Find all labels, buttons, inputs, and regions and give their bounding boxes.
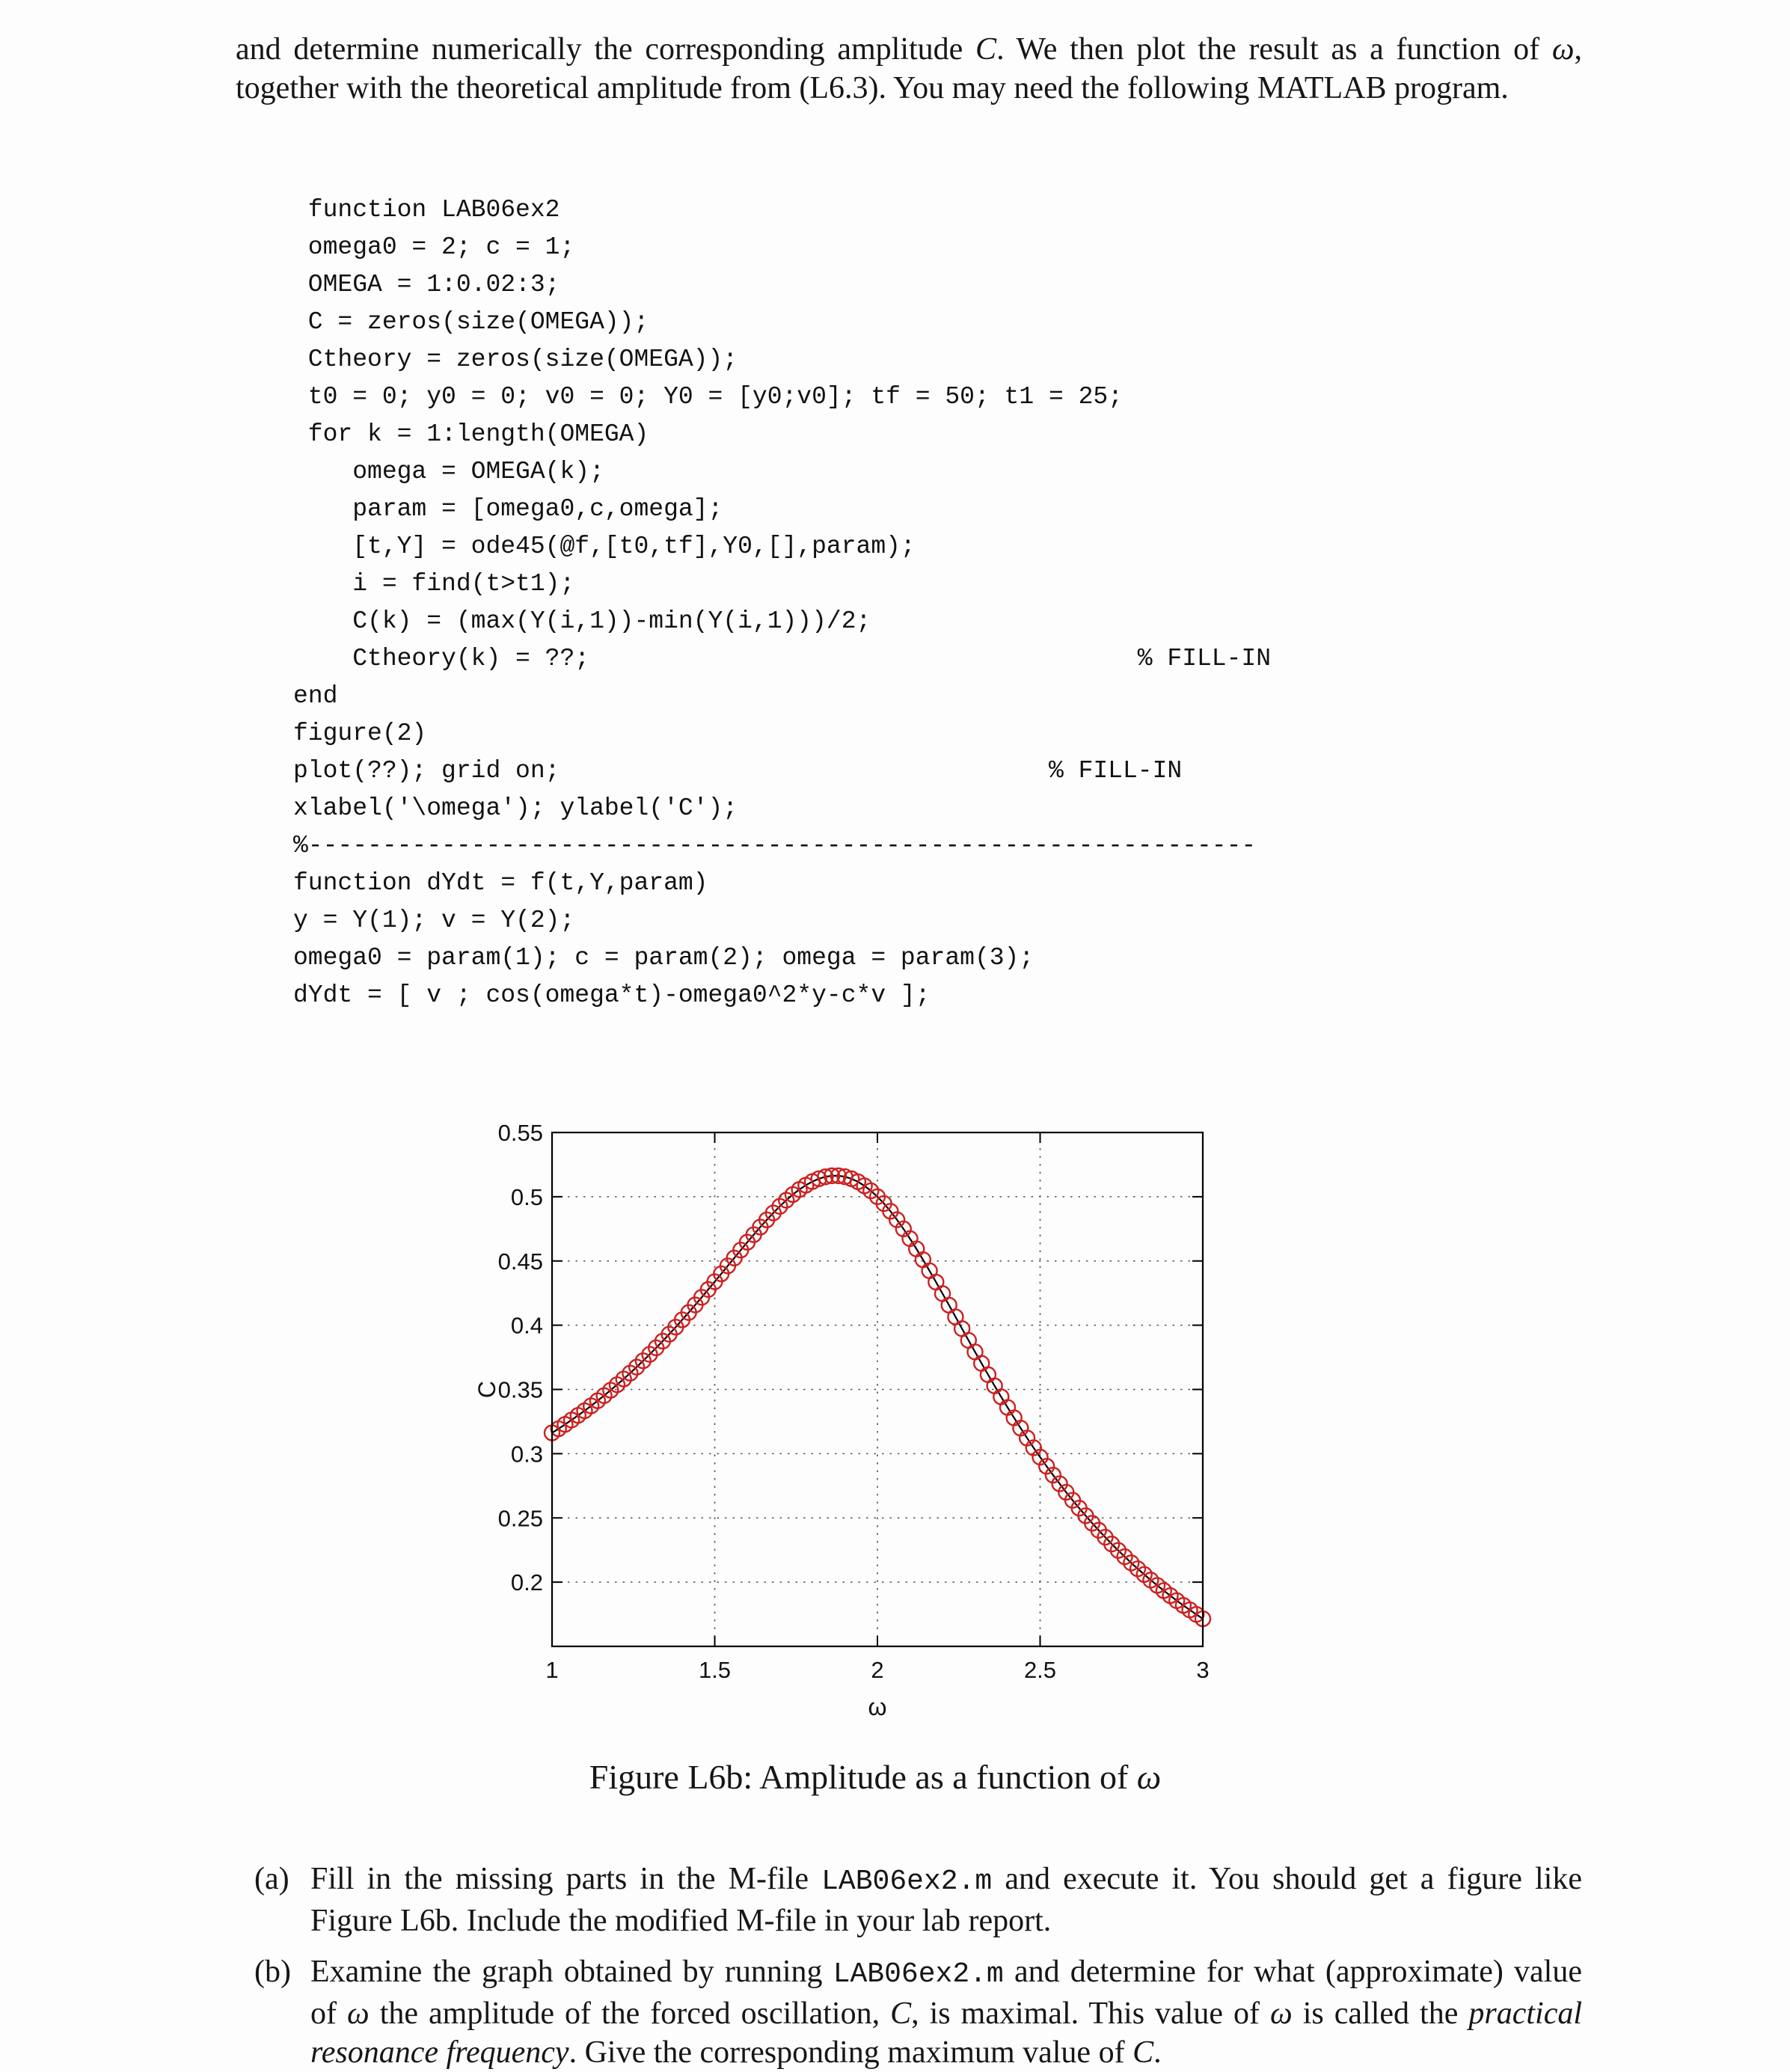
y-tick-label: 0.3 [511,1441,543,1467]
series-numerical-markers [543,1167,1212,1628]
text-segment: ω [1551,32,1575,67]
text-segment: . Give the corresponding maximum value o… [568,2035,1133,2070]
chart-axis-labels: ωC [473,1381,886,1720]
text-segment: Figure L6b: Amplitude as a function of [589,1758,1137,1796]
text-segment: Fill in the missing parts in the M-file [310,1862,822,1896]
text-segment: and determine for what (approximate) val… [310,1955,1582,2031]
y-tick-label: 0.4 [511,1313,543,1339]
text-segment: LAB06ex2.m [833,1958,1004,1990]
chart-tick-labels: 1 1.5 2 2.5 3 0.2 0.25 0.3 0.35 0.4 0.45 0.5 0.55 [498,1120,1210,1683]
text-segment: ω [1270,1996,1293,2031]
y-tick-label: 0.5 [511,1184,543,1210]
y-tick-label: 0.25 [498,1505,543,1531]
item-a-text: Fill in the missing parts in the M-file … [310,1860,1582,1940]
x-tick-label: 1 [545,1657,558,1683]
text-segment: . [1153,2035,1162,2070]
y-tick-label: 0.55 [498,1120,543,1146]
text-segment: , together with the theoretical amplitud… [236,32,1582,105]
text-segment: the amplitude of the forced oscillation, [369,1996,891,2031]
text-segment: Examine the graph obtained by running [310,1955,833,1989]
text-segment: ω [1136,1758,1162,1796]
y-tick-label: 0.2 [511,1569,543,1596]
text-segment: . We then plot the result as a function … [996,32,1552,67]
y-tick-label: 0.45 [498,1248,543,1275]
chart-axes-box [551,1131,1204,1648]
item-a-label: (a) [254,1862,289,1896]
x-tick-label: 3 [1196,1657,1209,1683]
text-segment: C [890,1996,912,2031]
text-segment: practical resonance frequency [310,1996,1583,2070]
chart-grid [552,1132,1203,1646]
text-segment: C [1132,2035,1154,2070]
item-b-text: Examine the graph obtained by running LA… [310,1952,1582,2072]
series-theoretical-line [551,1174,1204,1619]
text-segment: LAB06ex2.m [821,1866,993,1898]
text-segment: and determine numerically the correspond… [236,32,976,67]
matlab-code-listing: function LAB06ex2 omega0 = 2; c = 1; OME… [293,196,1272,1009]
intro-paragraph: and determine numerically the correspond… [236,30,1582,108]
item-b-label: (b) [254,1955,291,1989]
text-segment: is called the [1292,1996,1469,2031]
text-segment: , is maximal. This value of [911,1996,1271,2031]
text-segment: and execute it. You should get a figure … [310,1862,1582,1938]
x-tick-label: 2 [871,1657,883,1683]
text-segment: C [975,32,997,67]
x-tick-label: 2.5 [1024,1657,1056,1683]
y-tick-label: 0.35 [498,1377,543,1403]
x-tick-label: 1.5 [699,1657,731,1683]
text-segment: ω [347,1996,370,2031]
y-axis-label-C: C [473,1381,500,1398]
figure-caption: Figure L6b: Amplitude as a function of ω [127,1756,1623,1798]
x-axis-label-omega: ω [868,1694,887,1720]
